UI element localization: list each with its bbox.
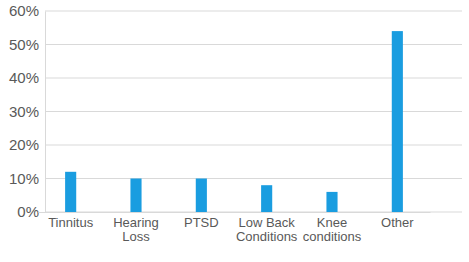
x-tick: Other: [381, 212, 414, 230]
x-tick-label: HearingLoss: [113, 215, 159, 244]
chart: 0% 10% 20% 30% 40% 50% 60% Tinnitus HearingLoss P…: [0, 0, 469, 262]
grid-line: [45, 11, 462, 12]
x-tick: Tinnitus: [48, 212, 94, 230]
y-tick-label: 40%: [9, 69, 39, 86]
y-tick-label: 30%: [9, 103, 39, 120]
y-tick: 40%: [9, 69, 45, 86]
y-tick: 20%: [9, 136, 45, 153]
y-tick: 30%: [9, 103, 45, 120]
x-tick-label: Other: [381, 215, 414, 230]
y-tick: 50%: [9, 36, 45, 53]
bar: [130, 179, 141, 213]
y-tick-label: 20%: [9, 136, 39, 153]
x-axis-line: [39, 212, 431, 213]
bars: [65, 31, 403, 212]
y-tick-label: 60%: [9, 2, 39, 19]
bar: [196, 179, 207, 213]
x-tick: Kneeconditions: [303, 212, 362, 244]
grid: [45, 11, 462, 212]
x-tick-label: PTSD: [184, 215, 219, 230]
x-axis: Tinnitus HearingLoss PTSD Low BackCondition…: [39, 212, 431, 244]
x-tick-label: Low BackConditions: [236, 215, 298, 244]
x-tick: HearingLoss: [113, 212, 159, 244]
y-tick: 10%: [9, 170, 45, 187]
bar: [65, 172, 76, 212]
y-tick: 60%: [9, 2, 45, 19]
bar: [261, 185, 272, 212]
x-tick-label: Kneeconditions: [303, 215, 362, 244]
bar: [326, 192, 337, 212]
y-tick-label: 50%: [9, 36, 39, 53]
y-tick: 0%: [17, 203, 45, 220]
y-axis-line: [45, 12, 46, 213]
bar: [392, 31, 403, 212]
y-axis: 0% 10% 20% 30% 40% 50% 60%: [9, 2, 46, 220]
x-tick-label: Tinnitus: [48, 215, 94, 230]
x-tick: PTSD: [184, 212, 219, 230]
y-tick-label: 0%: [17, 203, 39, 220]
x-tick: Low BackConditions: [236, 212, 298, 244]
y-tick-label: 10%: [9, 170, 39, 187]
